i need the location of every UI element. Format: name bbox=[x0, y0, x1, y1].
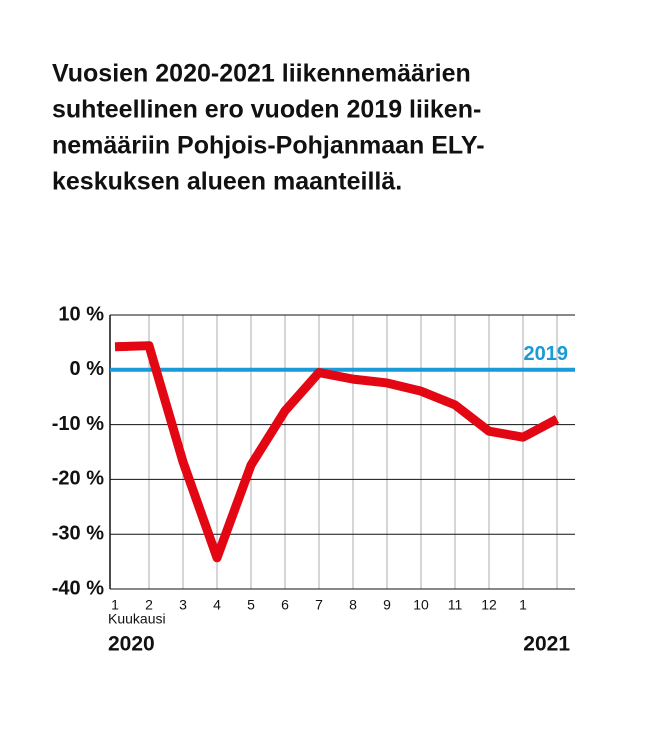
x-tick-label: 1 bbox=[519, 597, 527, 613]
chart-title: nemääriin Pohjois-Pohjanmaan ELY- bbox=[52, 132, 485, 160]
x-tick-label: 1 bbox=[111, 597, 119, 613]
y-tick-label: -10 % bbox=[52, 413, 104, 435]
x-tick-label: 12 bbox=[481, 597, 497, 613]
series-line bbox=[114, 341, 560, 563]
y-tick-label: 10 % bbox=[58, 303, 104, 325]
y-tick-label: 0 % bbox=[70, 358, 105, 380]
chart-title: Vuosien 2020-2021 liikennemäärien bbox=[52, 60, 471, 88]
x-tick-label: 6 bbox=[281, 597, 289, 613]
x-tick-label: 7 bbox=[315, 597, 323, 613]
x-tick-label: 8 bbox=[349, 597, 357, 613]
x-tick-label: 4 bbox=[213, 597, 221, 613]
x-tick-label: 5 bbox=[247, 597, 255, 613]
y-tick-label: -30 % bbox=[52, 522, 104, 544]
year-label: 2020 bbox=[108, 633, 155, 656]
chart-title: keskuksen alueen maanteillä. bbox=[52, 168, 402, 196]
year-label: 2021 bbox=[523, 633, 570, 656]
chart-title: suhteellinen ero vuoden 2019 liiken- bbox=[52, 96, 481, 124]
x-axis-label: Kuukausi bbox=[108, 611, 166, 627]
y-tick-label: -40 % bbox=[52, 577, 104, 599]
x-tick-label: 11 bbox=[448, 597, 463, 613]
reference-label: 2019 bbox=[524, 343, 569, 365]
x-tick-label: 2 bbox=[145, 597, 153, 613]
x-tick-label: 3 bbox=[179, 597, 187, 613]
x-tick-label: 10 bbox=[413, 597, 429, 613]
x-tick-label: 9 bbox=[383, 597, 391, 613]
y-tick-label: -20 % bbox=[52, 468, 104, 490]
